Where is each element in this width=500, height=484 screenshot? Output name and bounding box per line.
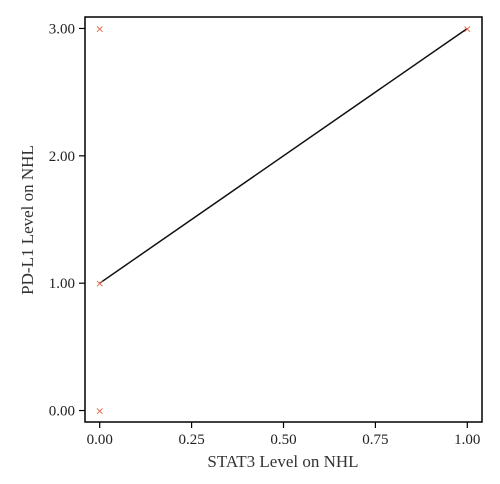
data-points: × × × × [95,22,472,417]
y-tick-label: 3.00 [49,21,75,37]
x-tick-label: 1.00 [454,432,480,448]
y-axis-ticks: 0.00 1.00 2.00 3.00 [49,21,85,420]
x-tick-label: 0.50 [270,432,296,448]
x-axis-title: STAT3 Level on NHL [207,452,358,471]
data-point: × [95,277,104,290]
y-tick-label: 1.00 [49,276,75,292]
x-axis-ticks: 0.00 0.25 0.50 0.75 1.00 [87,422,480,448]
y-tick-label: 0.00 [49,404,75,420]
x-tick-label: 0.00 [87,432,113,448]
data-point: × [463,22,472,35]
x-tick-label: 0.25 [178,432,204,448]
y-axis-title: PD-L1 Level on NHL [18,145,37,295]
regression-line [99,27,468,284]
y-tick-label: 2.00 [49,149,75,165]
data-point: × [95,22,104,35]
x-tick-label: 0.75 [362,432,388,448]
plot-frame [84,16,483,423]
data-point: × [95,405,104,418]
